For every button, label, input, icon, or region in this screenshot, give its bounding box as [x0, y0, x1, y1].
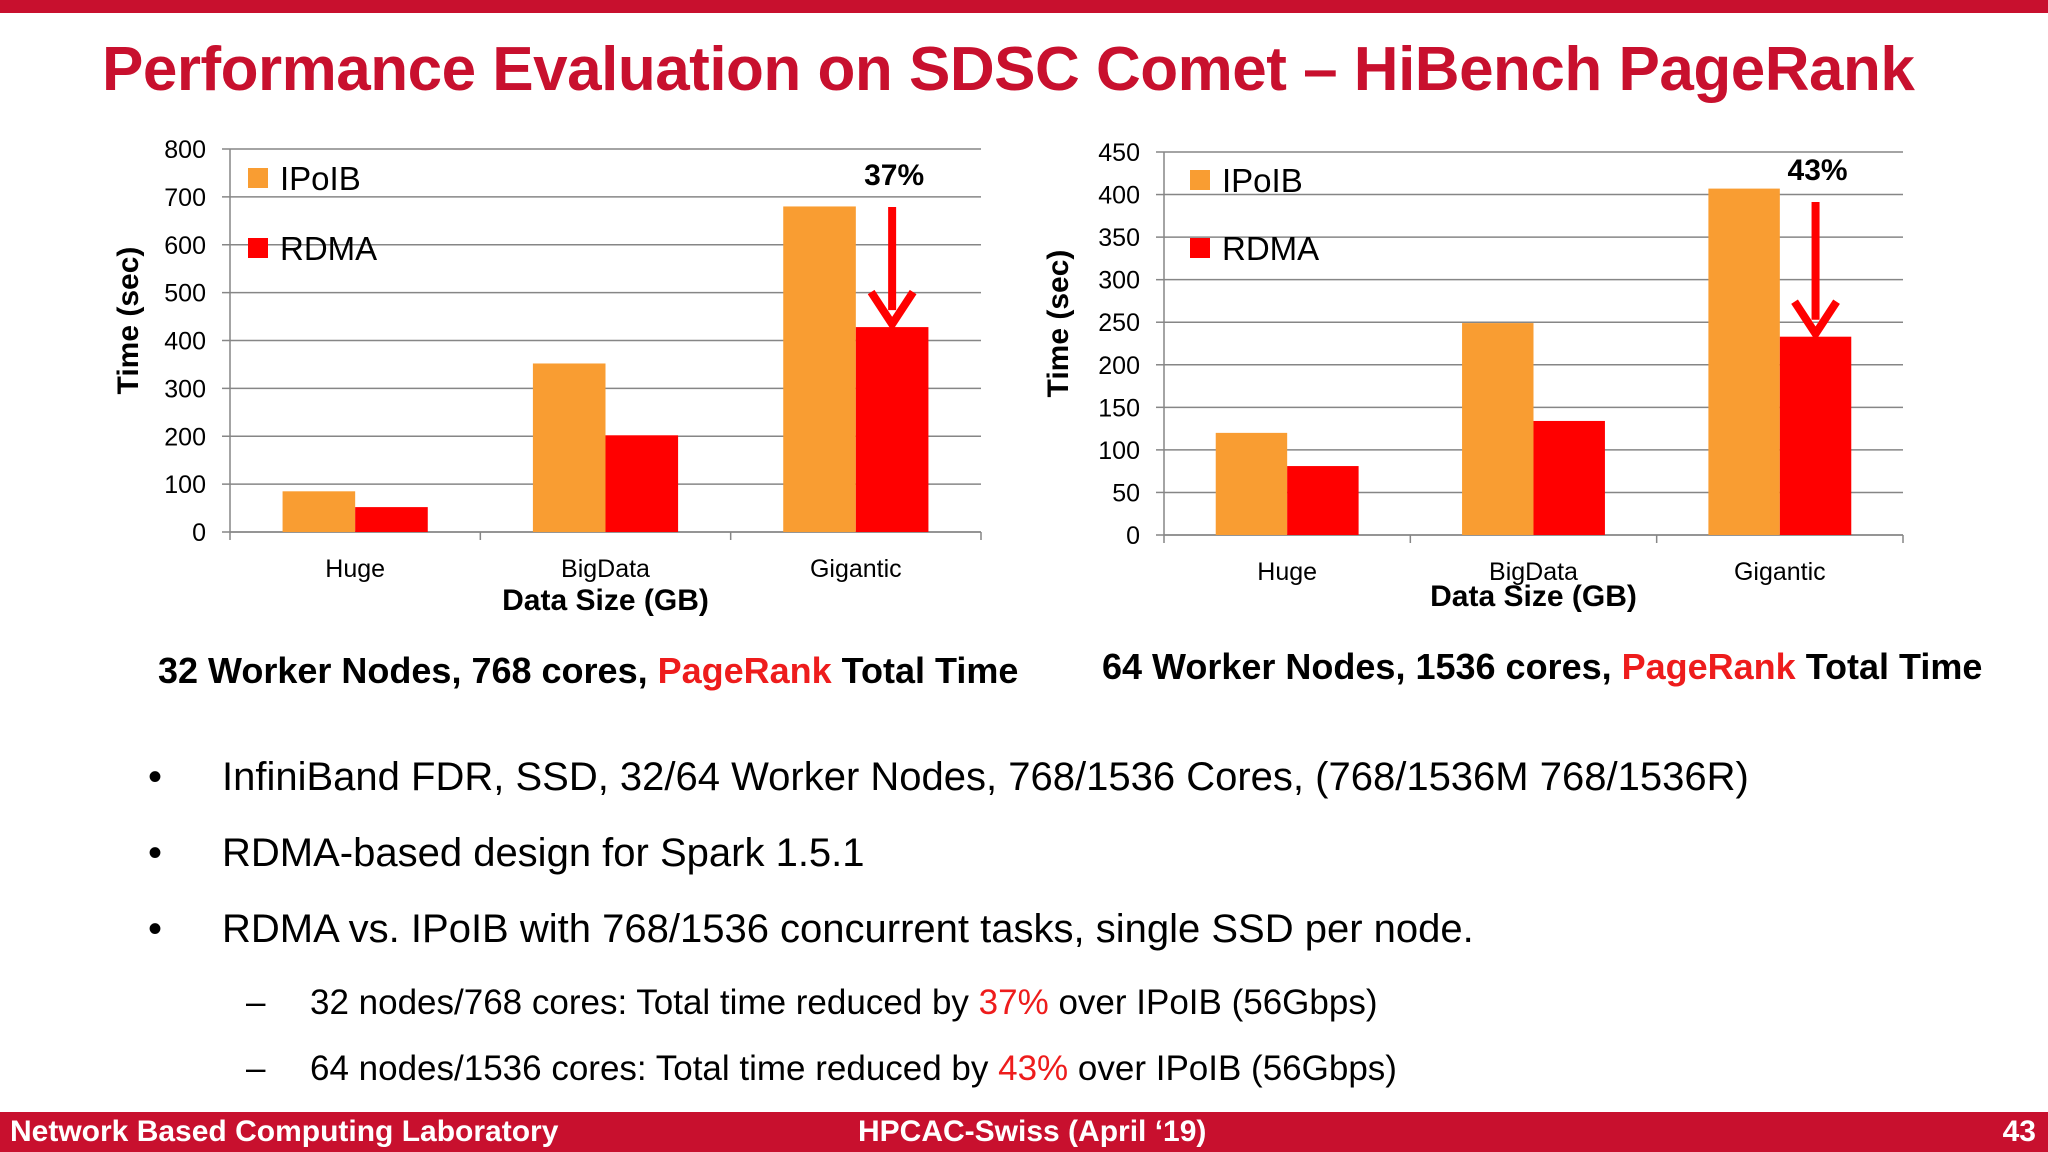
caption-highlight: PageRank	[657, 650, 832, 691]
y-tick-label: 150	[1098, 394, 1140, 422]
bar-ipoib	[783, 206, 856, 532]
y-tick-label: 200	[164, 423, 206, 451]
bar-rdma	[1287, 466, 1359, 535]
footer-bar: Network Based Computing Laboratory HPCAC…	[0, 1112, 2048, 1152]
y-tick-label: 0	[192, 519, 206, 547]
slide-title: Performance Evaluation on SDSC Comet – H…	[102, 35, 1915, 104]
bullet-text: RDMA-based design for Spark 1.5.1	[222, 831, 865, 875]
bar-rdma	[355, 507, 428, 532]
y-tick-label: 200	[1098, 352, 1140, 380]
footer-event: HPCAC-Swiss (April ‘19)	[858, 1115, 1207, 1148]
chart-caption-left: 32 Worker Nodes, 768 cores, PageRank Tot…	[158, 650, 1018, 692]
bullet-item: • InfiniBand FDR, SSD, 32/64 Worker Node…	[140, 752, 2020, 828]
sub-bullet-dash: –	[246, 983, 266, 1022]
legend-label: IPoIB	[1222, 162, 1303, 199]
bar-ipoib	[532, 363, 606, 532]
reduction-arrow-head	[867, 289, 917, 332]
sub-bullet-dash: –	[246, 1049, 266, 1088]
reduction-percent-label: 37%	[864, 159, 924, 192]
y-tick-label: 300	[164, 375, 206, 403]
legend-label: RDMA	[1222, 230, 1319, 267]
y-tick-label: 250	[1098, 309, 1140, 337]
top-accent-bar	[0, 0, 2048, 13]
footer-page-number: 43	[2002, 1115, 2036, 1148]
bullet-list: • InfiniBand FDR, SSD, 32/64 Worker Node…	[140, 752, 2020, 1112]
y-tick-label: 800	[164, 136, 206, 164]
sub-bullet-text: 64 nodes/1536 cores: Total time reduced …	[310, 1049, 999, 1088]
bullet-dot: •	[148, 831, 163, 875]
legend-swatch	[1190, 170, 1210, 190]
bullet-dot: •	[148, 907, 163, 951]
x-axis-title: Data Size (GB)	[502, 584, 709, 617]
legend-label: RDMA	[280, 230, 377, 267]
x-tick-label: Gigantic	[810, 555, 902, 583]
bullet-text: RDMA vs. IPoIB with 768/1536 concurrent …	[222, 907, 1474, 951]
caption-highlight: PageRank	[1621, 646, 1796, 687]
x-tick-label: Huge	[325, 555, 385, 583]
y-tick-label: 400	[164, 328, 206, 356]
sub-bullet-text: over IPoIB (56Gbps)	[1048, 983, 1378, 1022]
y-tick-label: 300	[1098, 267, 1140, 295]
sub-bullet-highlight: 43%	[998, 1049, 1069, 1088]
bar-rdma	[605, 435, 679, 532]
bullet-text: InfiniBand FDR, SSD, 32/64 Worker Nodes,…	[222, 755, 1749, 799]
y-tick-label: 500	[164, 280, 206, 308]
sub-bullet-item: – 64 nodes/1536 cores: Total time reduce…	[140, 1046, 2020, 1112]
legend-swatch	[1190, 238, 1210, 258]
bar-ipoib	[1215, 432, 1288, 535]
x-tick-label: Gigantic	[1734, 558, 1826, 586]
bar-rdma	[1779, 336, 1852, 535]
x-tick-label: Huge	[1257, 558, 1317, 586]
y-axis-title: Time (sec)	[1042, 250, 1075, 398]
y-tick-label: 100	[1098, 437, 1140, 465]
bar-ipoib	[282, 491, 356, 532]
footer-lab-name: Network Based Computing Laboratory	[10, 1115, 559, 1148]
legend-label: IPoIB	[280, 160, 361, 197]
y-tick-label: 100	[164, 471, 206, 499]
sub-bullet-highlight: 37%	[978, 983, 1049, 1022]
sub-bullet-item: – 32 nodes/768 cores: Total time reduced…	[140, 980, 2020, 1046]
caption-text: 32 Worker Nodes, 768 cores,	[158, 650, 658, 691]
y-tick-label: 400	[1098, 182, 1140, 210]
y-tick-label: 700	[164, 184, 206, 212]
bar-ipoib	[1708, 188, 1780, 535]
x-axis-title: Data Size (GB)	[1430, 580, 1637, 613]
caption-text: 64 Worker Nodes, 1536 cores,	[1102, 646, 1622, 687]
caption-text: Total Time	[1795, 646, 1983, 687]
bullet-dot: •	[148, 755, 163, 799]
bullet-item: • RDMA-based design for Spark 1.5.1	[140, 828, 2020, 904]
reduction-arrow-head	[1791, 299, 1840, 341]
bar-rdma	[855, 327, 929, 532]
y-tick-label: 50	[1112, 479, 1140, 507]
sub-bullet-text: over IPoIB (56Gbps)	[1068, 1049, 1397, 1088]
bar-rdma	[1533, 420, 1605, 535]
legend-swatch	[248, 238, 268, 258]
x-tick-label: BigData	[1489, 558, 1578, 586]
y-tick-label: 450	[1098, 139, 1140, 167]
bullet-item: • RDMA vs. IPoIB with 768/1536 concurren…	[140, 904, 2020, 980]
y-tick-label: 0	[1126, 522, 1140, 550]
y-tick-label: 600	[164, 232, 206, 260]
y-axis-title: Time (sec)	[112, 247, 145, 395]
sub-bullet-text: 32 nodes/768 cores: Total time reduced b…	[310, 983, 979, 1022]
caption-text: Total Time	[831, 650, 1019, 691]
reduction-percent-label: 43%	[1788, 154, 1848, 187]
legend-swatch	[248, 168, 268, 188]
x-tick-label: BigData	[561, 555, 650, 583]
bar-ipoib	[1462, 323, 1534, 535]
y-tick-label: 350	[1098, 224, 1140, 252]
chart-caption-right: 64 Worker Nodes, 1536 cores, PageRank To…	[1102, 646, 1982, 688]
